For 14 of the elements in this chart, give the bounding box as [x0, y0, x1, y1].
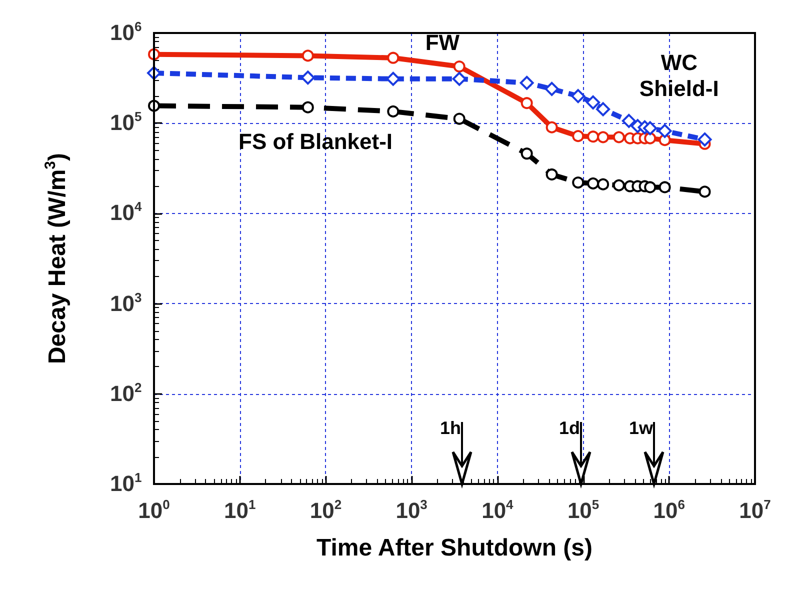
- y-tick-label: 10$^{3}$: [110, 290, 142, 317]
- y-tick-label: 10$^{5}$: [110, 109, 142, 136]
- y-axis-title: Decay Heat (W/m3): [42, 152, 71, 364]
- y-tick-label: 10$^{4}$: [110, 199, 142, 226]
- annotation: 1h: [440, 418, 462, 439]
- series-label: FW: [425, 30, 460, 56]
- series-label: WC Shield-I: [639, 50, 719, 102]
- x-axis-title: Time After Shutdown (s): [316, 534, 592, 562]
- y-tick-label: 10$^{2}$: [110, 380, 142, 407]
- y-tick-label: 10$^{1}$: [110, 470, 142, 497]
- annotation: 1d: [559, 418, 580, 439]
- y-tick-label: 10$^{6}$: [110, 19, 142, 46]
- annotation: 1w: [629, 418, 654, 439]
- series-label: FS of Blanket-I: [238, 128, 393, 155]
